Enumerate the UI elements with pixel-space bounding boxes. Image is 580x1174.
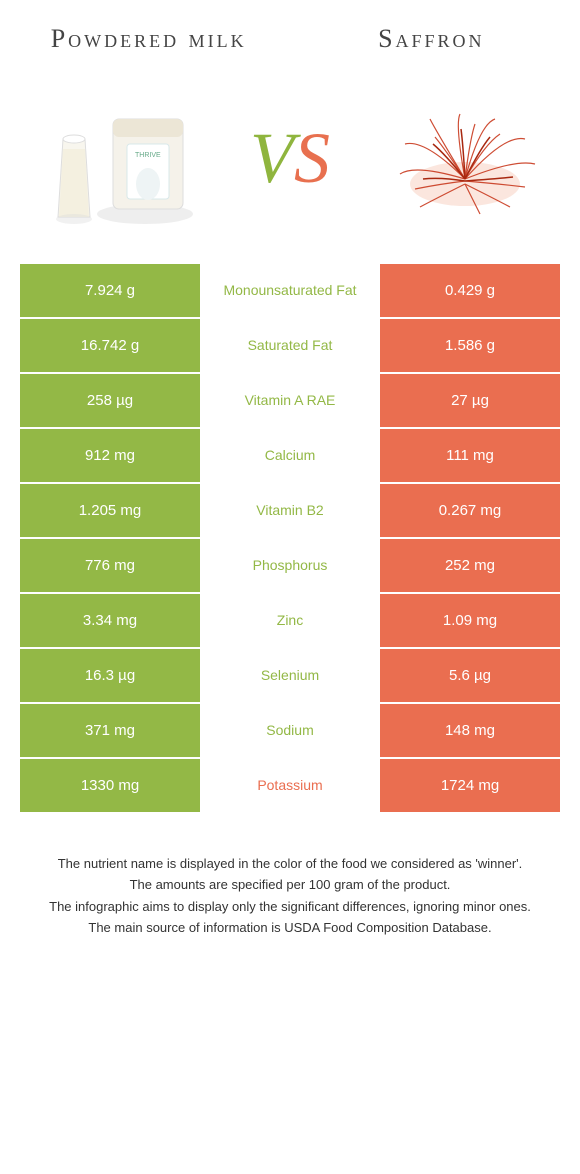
footer-line: The infographic aims to display only the…	[28, 897, 552, 917]
footer-line: The amounts are specified per 100 gram o…	[28, 875, 552, 895]
nutrient-name: Potassium	[200, 759, 380, 812]
footer-notes: The nutrient name is displayed in the co…	[0, 814, 580, 938]
left-value: 258 µg	[20, 374, 200, 427]
comparison-table: 7.924 gMonounsaturated Fat0.429 g16.742 …	[20, 264, 560, 814]
nutrient-name: Monounsaturated Fat	[200, 264, 380, 317]
left-value: 1330 mg	[20, 759, 200, 812]
right-value: 5.6 µg	[380, 649, 560, 702]
nutrient-name: Sodium	[200, 704, 380, 757]
left-value: 912 mg	[20, 429, 200, 482]
images-row: THRIVE VS	[0, 64, 580, 264]
table-row: 371 mgSodium148 mg	[20, 704, 560, 759]
right-value: 0.429 g	[380, 264, 560, 317]
right-value: 148 mg	[380, 704, 560, 757]
table-row: 1.205 mgVitamin B20.267 mg	[20, 484, 560, 539]
left-value: 16.742 g	[20, 319, 200, 372]
table-row: 776 mgPhosphorus252 mg	[20, 539, 560, 594]
right-value: 27 µg	[380, 374, 560, 427]
right-value: 111 mg	[380, 429, 560, 482]
svg-text:THRIVE: THRIVE	[135, 152, 161, 159]
nutrient-name: Phosphorus	[200, 539, 380, 592]
table-row: 16.742 gSaturated Fat1.586 g	[20, 319, 560, 374]
left-value: 3.34 mg	[20, 594, 200, 647]
right-food-title: Saffron	[323, 25, 540, 54]
nutrient-name: Vitamin A RAE	[200, 374, 380, 427]
right-value: 1.09 mg	[380, 594, 560, 647]
nutrient-name: Selenium	[200, 649, 380, 702]
left-value: 776 mg	[20, 539, 200, 592]
footer-line: The main source of information is USDA F…	[28, 918, 552, 938]
table-row: 16.3 µgSelenium5.6 µg	[20, 649, 560, 704]
nutrient-name: Zinc	[200, 594, 380, 647]
right-value: 252 mg	[380, 539, 560, 592]
nutrient-name: Calcium	[200, 429, 380, 482]
right-value: 1724 mg	[380, 759, 560, 812]
table-row: 7.924 gMonounsaturated Fat0.429 g	[20, 264, 560, 319]
left-value: 371 mg	[20, 704, 200, 757]
left-value: 7.924 g	[20, 264, 200, 317]
left-food-image: THRIVE	[30, 84, 200, 234]
header: Powdered milk Saffron	[0, 0, 580, 64]
left-food-title: Powdered milk	[40, 25, 257, 54]
nutrient-name: Saturated Fat	[200, 319, 380, 372]
left-value: 1.205 mg	[20, 484, 200, 537]
left-value: 16.3 µg	[20, 649, 200, 702]
table-row: 258 µgVitamin A RAE27 µg	[20, 374, 560, 429]
table-row: 3.34 mgZinc1.09 mg	[20, 594, 560, 649]
table-row: 1330 mgPotassium1724 mg	[20, 759, 560, 814]
nutrient-name: Vitamin B2	[200, 484, 380, 537]
right-value: 0.267 mg	[380, 484, 560, 537]
table-row: 912 mgCalcium111 mg	[20, 429, 560, 484]
right-value: 1.586 g	[380, 319, 560, 372]
vs-label: VS	[250, 117, 330, 200]
right-food-image	[380, 84, 550, 234]
footer-line: The nutrient name is displayed in the co…	[28, 854, 552, 874]
